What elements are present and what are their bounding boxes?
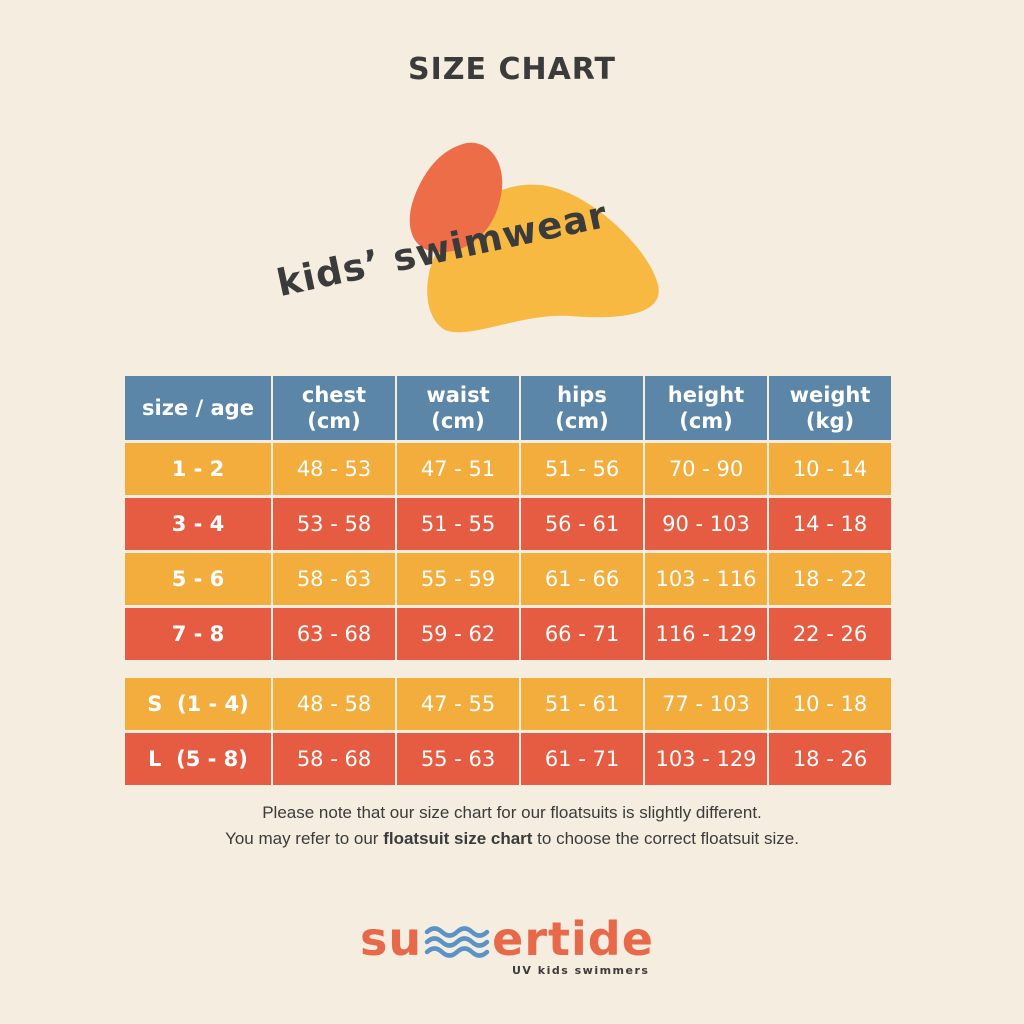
header-height: height (cm) — [645, 376, 767, 440]
height-cell: 77 - 103 — [645, 678, 767, 730]
hips-cell: 61 - 66 — [521, 553, 643, 605]
size-cell: S (1 - 4) — [125, 678, 271, 730]
chest-cell: 48 - 53 — [273, 443, 395, 495]
wave-icon — [424, 919, 490, 959]
height-cell: 70 - 90 — [645, 443, 767, 495]
hips-cell: 66 - 71 — [521, 608, 643, 660]
note-line-2: You may refer to our floatsuit size char… — [225, 829, 799, 848]
chest-cell: 53 - 58 — [273, 498, 395, 550]
waist-cell: 59 - 62 — [397, 608, 519, 660]
size-cell: 1 - 2 — [125, 443, 271, 495]
hips-cell: 51 - 56 — [521, 443, 643, 495]
hips-cell: 51 - 61 — [521, 678, 643, 730]
size-cell: 5 - 6 — [125, 553, 271, 605]
hips-cell: 61 - 71 — [521, 733, 643, 785]
waist-cell: 55 - 63 — [397, 733, 519, 785]
chest-cell: 48 - 58 — [273, 678, 395, 730]
waist-cell: 55 - 59 — [397, 553, 519, 605]
height-cell: 103 - 129 — [645, 733, 767, 785]
logo-text-part1: su — [360, 912, 423, 966]
table-row: 5 - 6 58 - 63 55 - 59 61 - 66 103 - 116 … — [125, 553, 891, 605]
size-cell: L (5 - 8) — [125, 733, 271, 785]
decorative-blobs — [270, 140, 670, 340]
chest-cell: 63 - 68 — [273, 608, 395, 660]
table-row: 1 - 2 48 - 53 47 - 51 51 - 56 70 - 90 10… — [125, 443, 891, 495]
header-hips: hips (cm) — [521, 376, 643, 440]
table-row: 3 - 4 53 - 58 51 - 55 56 - 61 90 - 103 1… — [125, 498, 891, 550]
height-cell: 90 - 103 — [645, 498, 767, 550]
table-header-row: size / age chest (cm) waist (cm) hips (cm) … — [125, 376, 891, 440]
waist-cell: 47 - 51 — [397, 443, 519, 495]
chest-cell: 58 - 63 — [273, 553, 395, 605]
weight-cell: 18 - 26 — [769, 733, 891, 785]
blob-shapes-icon — [409, 142, 659, 333]
floatsuit-note: Please note that our size chart for our … — [0, 800, 1024, 852]
size-cell: 3 - 4 — [125, 498, 271, 550]
height-cell: 103 - 116 — [645, 553, 767, 605]
waist-cell: 51 - 55 — [397, 498, 519, 550]
header-weight: weight (kg) — [769, 376, 891, 440]
header-waist: waist (cm) — [397, 376, 519, 440]
chest-cell: 58 - 68 — [273, 733, 395, 785]
height-cell: 116 - 129 — [645, 608, 767, 660]
table-row: L (5 - 8) 58 - 68 55 - 63 61 - 71 103 - … — [125, 733, 891, 785]
size-cell: 7 - 8 — [125, 608, 271, 660]
page-title: SIZE CHART — [407, 52, 617, 87]
header-chest: chest (cm) — [273, 376, 395, 440]
weight-cell: 22 - 26 — [769, 608, 891, 660]
table-row: 7 - 8 63 - 68 59 - 62 66 - 71 116 - 129 … — [125, 608, 891, 660]
note-line-1: Please note that our size chart for our … — [262, 803, 762, 822]
logo-text-part2: ertide — [492, 912, 654, 966]
table-spacer — [125, 663, 891, 675]
size-table: size / age chest (cm) waist (cm) hips (cm) … — [123, 373, 893, 788]
brand-logo: su ertide UV kids swimmers — [360, 912, 670, 977]
weight-cell: 10 - 18 — [769, 678, 891, 730]
table-row: S (1 - 4) 48 - 58 47 - 55 51 - 61 77 - 1… — [125, 678, 891, 730]
waist-cell: 47 - 55 — [397, 678, 519, 730]
weight-cell: 18 - 22 — [769, 553, 891, 605]
brand-tagline: UV kids swimmers — [512, 964, 650, 977]
weight-cell: 14 - 18 — [769, 498, 891, 550]
weight-cell: 10 - 14 — [769, 443, 891, 495]
hips-cell: 56 - 61 — [521, 498, 643, 550]
floatsuit-size-chart-link[interactable]: floatsuit size chart — [383, 829, 533, 848]
header-size-age: size / age — [125, 376, 271, 440]
